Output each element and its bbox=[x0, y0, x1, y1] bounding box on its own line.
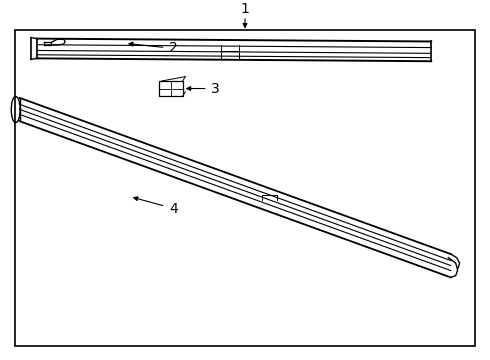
Text: 3: 3 bbox=[211, 81, 220, 95]
Text: 2: 2 bbox=[169, 41, 178, 55]
Bar bbox=[15, 30, 475, 346]
Text: 1: 1 bbox=[241, 2, 249, 16]
Text: 4: 4 bbox=[169, 202, 178, 216]
Bar bbox=[159, 81, 183, 96]
